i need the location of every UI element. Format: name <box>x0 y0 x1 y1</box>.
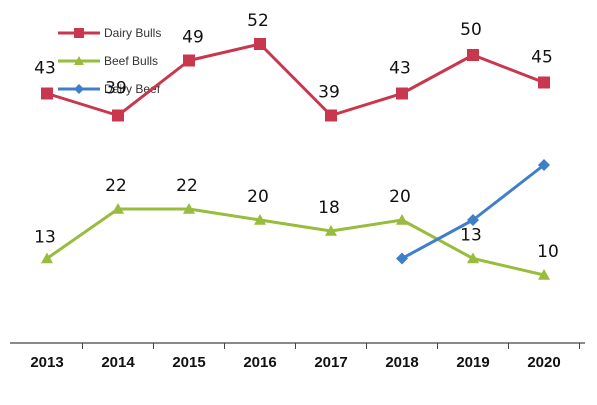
beef-bulls-label-2019: 13 <box>460 226 482 246</box>
beef-bulls-point-2013 <box>41 252 53 264</box>
x-tick-label-2016: 2016 <box>243 354 276 371</box>
legend-item-beef-bulls: Beef Bulls <box>58 54 158 68</box>
legend-marker-beef-bulls <box>74 56 84 65</box>
legend-item-dairy-bulls: Dairy Bulls <box>58 26 161 40</box>
beef-bulls-point-2015 <box>183 203 195 214</box>
legend-marker-dairy-beef <box>74 84 84 94</box>
beef-bulls-label-2015: 22 <box>176 176 198 196</box>
x-tick-label-2014: 2014 <box>101 354 135 371</box>
dairy-bulls-point-2018 <box>396 87 408 100</box>
beef-bulls-label-2013: 13 <box>34 228 56 248</box>
data-labels: 43 39 49 52 39 43 50 45 13 22 22 20 18 20 13 10 <box>34 11 559 262</box>
x-axis-ticks: 2013 2014 2015 2016 2017 2018 2019 2020 <box>30 343 580 371</box>
dairy-bulls-point-2019 <box>467 49 479 61</box>
dairy-bulls-label-2013: 43 <box>34 59 56 79</box>
dairy-bulls-label-2014: 39 <box>105 79 127 99</box>
beef-bulls-point-2016 <box>254 214 266 225</box>
legend-marker-dairy-bulls <box>74 28 84 38</box>
dairy-bulls-label-2018: 43 <box>389 59 411 79</box>
data-markers <box>41 38 550 280</box>
beef-bulls-point-2020 <box>538 269 550 280</box>
x-tick-label-2013: 2013 <box>30 354 63 371</box>
dairy-bulls-line <box>46 42 545 117</box>
dairy-bulls-label-2016: 52 <box>247 11 269 31</box>
dairy-bulls-point-2017 <box>325 109 337 122</box>
beef-bulls-point-2017 <box>325 225 337 236</box>
dairy-bulls-point-2015 <box>183 54 195 67</box>
beef-bulls-point-2018 <box>396 214 408 225</box>
x-tick-label-2017: 2017 <box>314 354 347 371</box>
beef-bulls-line <box>46 207 545 277</box>
dairy-bulls-point-2020 <box>538 76 550 89</box>
legend-label-beef-bulls: Beef Bulls <box>104 54 158 68</box>
x-tick-label-2020: 2020 <box>527 354 560 371</box>
dairy-beef-point-2018 <box>396 252 408 265</box>
x-tick-label-2015: 2015 <box>172 354 205 371</box>
dairy-bulls-label-2019: 50 <box>460 20 482 40</box>
dairy-beef-point-2019 <box>467 214 479 226</box>
beef-bulls-label-2016: 20 <box>247 187 269 207</box>
beef-bulls-point-2019 <box>467 252 479 264</box>
beef-bulls-point-2014 <box>112 203 124 214</box>
legend-label-dairy-bulls: Dairy Bulls <box>104 26 161 40</box>
x-tick-label-2019: 2019 <box>456 354 489 371</box>
beef-bulls-label-2014: 22 <box>105 176 127 196</box>
dairy-bulls-point-2016 <box>254 38 266 50</box>
dairy-bulls-label-2020: 45 <box>531 48 553 68</box>
dairy-bulls-label-2017: 39 <box>318 83 340 103</box>
beef-bulls-label-2020: 10 <box>537 242 559 262</box>
beef-bulls-label-2018: 20 <box>389 187 411 207</box>
dairy-bulls-point-2013 <box>41 87 53 100</box>
beef-bulls-label-2017: 18 <box>318 198 340 218</box>
dairy-bulls-label-2015: 49 <box>182 28 204 48</box>
dairy-bulls-point-2014 <box>112 109 124 122</box>
x-tick-label-2018: 2018 <box>385 354 418 371</box>
dairy-beef-point-2020 <box>538 159 550 171</box>
